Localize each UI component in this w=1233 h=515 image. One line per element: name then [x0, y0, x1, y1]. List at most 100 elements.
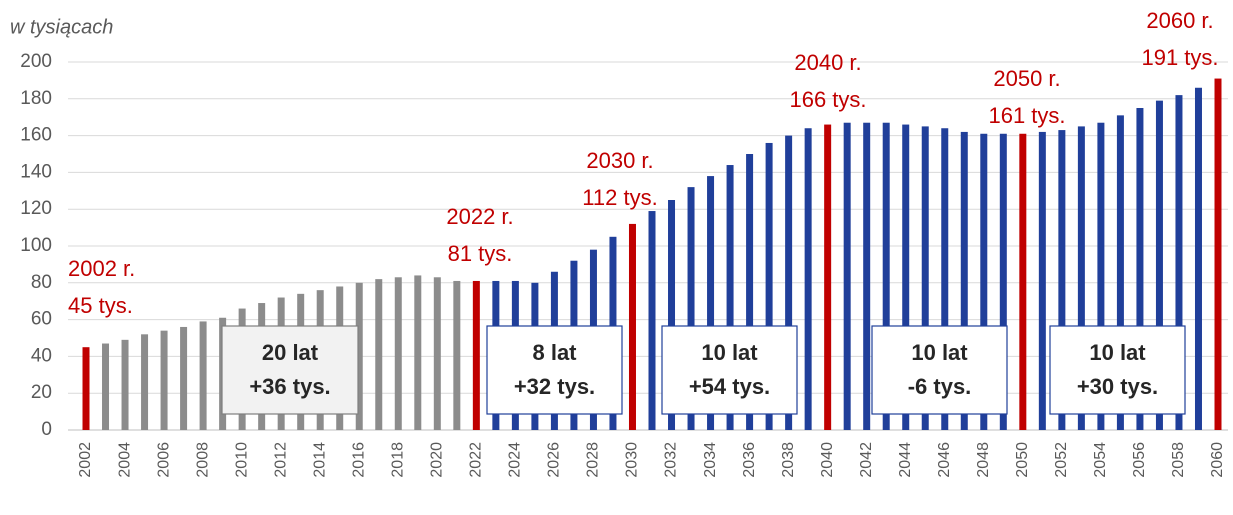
- bar: [726, 165, 734, 431]
- bar: [180, 326, 188, 430]
- bar: [648, 211, 656, 430]
- x-tick-label: 2050: [1014, 442, 1031, 478]
- box-text: 10 lat: [701, 340, 758, 365]
- bar: [1194, 87, 1202, 430]
- bar: [824, 124, 832, 430]
- x-tick-label: 2030: [624, 442, 641, 478]
- bar: [960, 131, 968, 431]
- annotation-box: [486, 325, 623, 415]
- box-text: +54 tys.: [689, 374, 770, 399]
- bar: [199, 321, 207, 430]
- bar: [999, 133, 1007, 430]
- bar: [687, 187, 695, 430]
- box-text: -6 tys.: [908, 374, 972, 399]
- y-tick-label: 0: [41, 419, 52, 440]
- x-tick-label: 2042: [858, 442, 875, 478]
- x-tick-label: 2008: [194, 442, 211, 478]
- annotation-box: [661, 325, 798, 415]
- bar: [102, 343, 110, 430]
- bar: [668, 200, 676, 430]
- bar: [1214, 78, 1222, 430]
- bar: [414, 275, 422, 430]
- x-tick-label: 2010: [233, 442, 250, 478]
- x-tick-label: 2058: [1170, 442, 1187, 478]
- bar: [355, 282, 363, 430]
- box-text: +32 tys.: [514, 374, 595, 399]
- annotation: 45 tys.: [68, 293, 133, 318]
- bar: [1175, 95, 1183, 431]
- bar: [863, 122, 871, 430]
- bar: [843, 122, 851, 430]
- x-tick-label: 2020: [429, 442, 446, 478]
- bar: [707, 176, 715, 430]
- box-text: 20 lat: [262, 340, 319, 365]
- x-tick-label: 2054: [1092, 442, 1109, 478]
- y-tick-label: 20: [31, 382, 52, 403]
- bar: [1116, 115, 1124, 431]
- annotation: 166 tys.: [789, 87, 866, 112]
- bar: [160, 330, 168, 430]
- bar: [980, 133, 988, 430]
- x-tick-label: 2034: [702, 442, 719, 478]
- bar: [472, 280, 480, 430]
- annotation: 2040 r.: [794, 50, 861, 75]
- bar: [1038, 131, 1046, 431]
- box-text: +30 tys.: [1077, 374, 1158, 399]
- annotation: 2030 r.: [586, 148, 653, 173]
- bar: [941, 128, 949, 431]
- bar: [433, 277, 441, 430]
- y-tick-label: 180: [20, 88, 52, 109]
- annotation: 2050 r.: [993, 66, 1060, 91]
- x-tick-label: 2040: [819, 442, 836, 478]
- annotation: 161 tys.: [988, 103, 1065, 128]
- bar: [746, 154, 754, 430]
- x-tick-label: 2014: [311, 442, 328, 478]
- annotation: 112 tys.: [582, 185, 657, 210]
- box-text: 10 lat: [1089, 340, 1146, 365]
- bar: [141, 334, 149, 430]
- bar: [1058, 130, 1066, 430]
- x-tick-label: 2002: [77, 442, 94, 478]
- y-tick-label: 80: [31, 272, 52, 293]
- bar: [1019, 133, 1027, 430]
- x-tick-label: 2022: [468, 442, 485, 478]
- x-tick-label: 2032: [663, 442, 680, 478]
- bar: [121, 339, 129, 430]
- annotation-box: [221, 325, 359, 415]
- bar: [921, 126, 929, 431]
- x-tick-label: 2036: [741, 442, 758, 478]
- bar: [1155, 100, 1163, 430]
- bar: [394, 277, 402, 430]
- annotation: 2022 r.: [446, 204, 513, 229]
- y-tick-label: 120: [20, 198, 52, 219]
- y-tick-label: 40: [31, 345, 52, 366]
- box-text: 8 lat: [532, 340, 577, 365]
- bar: [902, 124, 910, 430]
- bar: [1077, 126, 1085, 431]
- box-text: +36 tys.: [249, 374, 330, 399]
- bar: [785, 135, 793, 430]
- y-axis-label: w tysiącach: [10, 16, 113, 38]
- bar: [82, 347, 90, 430]
- annotation-box: [1049, 325, 1186, 415]
- annotation: 2060 r.: [1146, 8, 1213, 33]
- x-tick-label: 2016: [350, 442, 367, 478]
- x-tick-label: 2044: [897, 442, 914, 478]
- bar: [1136, 108, 1144, 430]
- x-tick-label: 2060: [1209, 442, 1226, 478]
- x-tick-label: 2056: [1131, 442, 1148, 478]
- x-tick-label: 2052: [1053, 442, 1070, 478]
- bar: [804, 128, 812, 431]
- x-tick-label: 2024: [507, 442, 524, 478]
- bar: [628, 223, 636, 430]
- annotation: 2002 r.: [68, 256, 135, 281]
- x-tick-label: 2026: [546, 442, 563, 478]
- y-tick-label: 140: [20, 161, 52, 182]
- bar: [882, 122, 890, 430]
- annotation: 191 tys.: [1141, 45, 1218, 70]
- annotation: 81 tys.: [448, 241, 513, 266]
- y-tick-label: 200: [20, 51, 52, 72]
- x-tick-label: 2028: [585, 442, 602, 478]
- x-tick-label: 2006: [155, 442, 172, 478]
